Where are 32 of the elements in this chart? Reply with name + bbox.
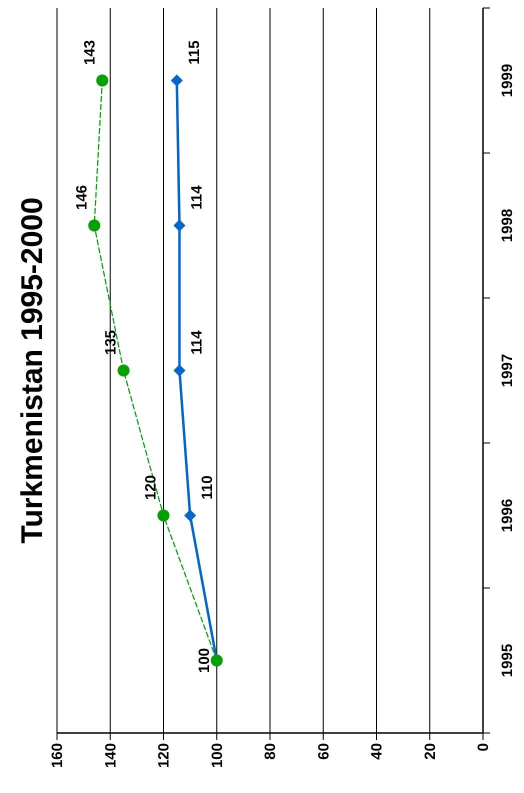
data-label: 146 — [73, 184, 90, 210]
text: Turkmenistan 1995-2000 — [16, 197, 49, 544]
x-tick-label: 160 — [49, 743, 66, 768]
x-tick-label: 100 — [208, 743, 226, 768]
point — [96, 74, 108, 86]
point — [88, 220, 100, 232]
x-tick-label: 140 — [102, 743, 120, 768]
x-tick-label: 0 — [475, 743, 492, 752]
point — [158, 510, 170, 522]
point — [170, 74, 183, 86]
data-label: 143 — [81, 40, 98, 66]
x-tick-label: 60 — [315, 743, 332, 760]
data-label: 115 — [186, 40, 203, 65]
data-label: 110 — [199, 475, 216, 500]
data-label: 114 — [188, 330, 206, 355]
y-tick-label: 1998 — [499, 208, 516, 242]
x-tick-label: 120 — [156, 743, 172, 768]
x-tick-label: 80 — [262, 743, 279, 760]
data-label: 135 — [102, 330, 120, 356]
y-tick-label: 1996 — [499, 498, 516, 532]
point — [173, 220, 186, 232]
x-tick-label: 40 — [368, 743, 386, 760]
point — [118, 364, 130, 376]
point — [173, 364, 186, 376]
point — [184, 510, 196, 522]
data-label: 114 — [188, 184, 206, 210]
data-label: 120 — [142, 474, 160, 500]
data-label: 100 — [196, 648, 213, 674]
x-tick-label: 20 — [422, 743, 439, 760]
y-tick-label: 1997 — [499, 354, 516, 388]
y-tick-label: 1995 — [499, 644, 516, 678]
y-tick-label: 1999 — [499, 64, 516, 98]
